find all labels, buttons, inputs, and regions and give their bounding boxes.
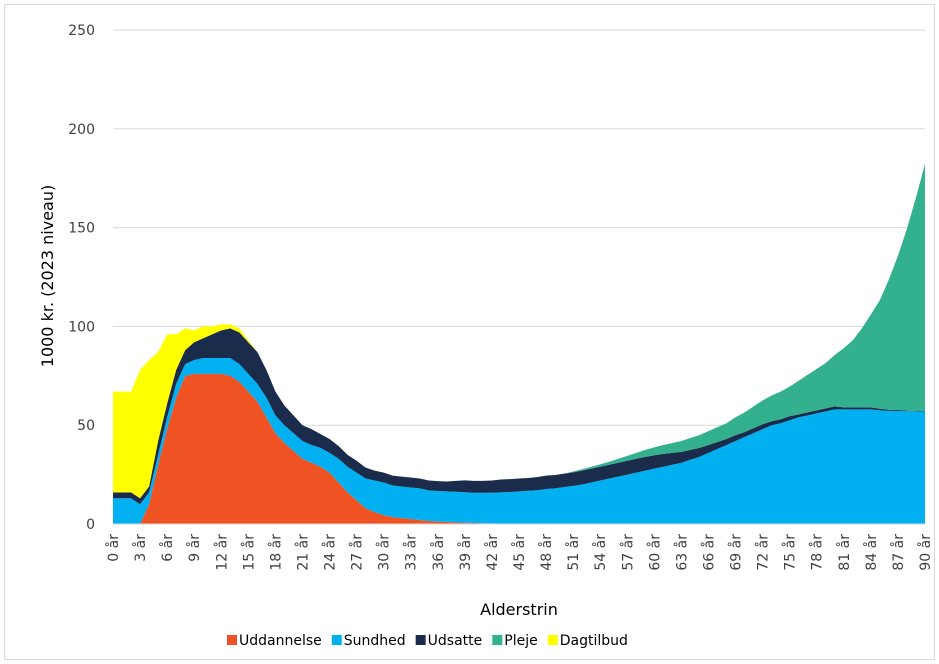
legend-swatch bbox=[547, 635, 558, 645]
legend-label: Uddannelse bbox=[239, 633, 322, 649]
x-tick-label: 18 år bbox=[267, 534, 284, 571]
legend-item-sundhed: Sundhed bbox=[331, 633, 406, 649]
x-tick-label: 0 år bbox=[105, 534, 122, 562]
legend-swatch bbox=[415, 635, 426, 645]
legend-item-dagtilbud: Dagtilbud bbox=[547, 633, 628, 649]
x-tick-label: 87 år bbox=[890, 534, 907, 571]
x-tick-label: 60 år bbox=[646, 534, 663, 571]
x-tick-label: 45 år bbox=[511, 534, 528, 571]
x-tick-label: 81 år bbox=[836, 534, 853, 571]
y-tick-label: 150 bbox=[68, 221, 95, 237]
x-tick-label: 90 år bbox=[917, 534, 934, 571]
x-tick-label: 6 år bbox=[159, 534, 176, 562]
x-tick-label: 48 år bbox=[538, 534, 555, 571]
x-tick-label: 39 år bbox=[457, 534, 474, 571]
x-axis-title: Alderstrin bbox=[480, 600, 558, 619]
legend-label: Sundhed bbox=[344, 633, 406, 649]
legend-item-pleje: Pleje bbox=[492, 633, 538, 649]
x-tick-label: 9 år bbox=[186, 534, 203, 562]
x-tick-label: 21 år bbox=[294, 534, 311, 571]
series-areas bbox=[113, 163, 925, 524]
y-tick-label: 250 bbox=[68, 23, 95, 39]
x-tick-label: 78 år bbox=[809, 534, 826, 571]
legend-label: Dagtilbud bbox=[560, 633, 628, 649]
x-tick-label: 30 år bbox=[376, 534, 393, 571]
x-tick-label: 36 år bbox=[430, 534, 447, 571]
x-tick-label: 57 år bbox=[619, 534, 636, 571]
legend-swatch bbox=[492, 635, 503, 645]
area-uddannelse bbox=[113, 373, 925, 524]
legend-swatch bbox=[331, 635, 342, 645]
legend-label: Udsatte bbox=[428, 633, 483, 649]
x-tick-label: 15 år bbox=[240, 534, 257, 571]
x-tick-label: 12 år bbox=[213, 534, 230, 571]
y-tick-label: 100 bbox=[68, 319, 95, 335]
x-tick-label: 54 år bbox=[592, 534, 609, 571]
x-tick-label: 63 år bbox=[673, 534, 690, 571]
y-axis-ticks: 0 50 100 150 200 250 bbox=[68, 23, 95, 533]
x-tick-label: 3 år bbox=[132, 534, 149, 562]
x-tick-label: 72 år bbox=[755, 534, 772, 571]
x-tick-label: 42 år bbox=[484, 534, 501, 571]
x-axis-ticks: 0 år 3 år 6 år 9 år 12 år 15 år 18 år 21 år 24 å… bbox=[105, 534, 934, 571]
legend-swatch bbox=[227, 635, 237, 645]
x-tick-label: 24 år bbox=[322, 534, 339, 571]
x-tick-label: 27 år bbox=[349, 534, 366, 571]
y-axis-title: 1000 kr. (2023 niveau) bbox=[38, 185, 57, 367]
x-tick-label: 75 år bbox=[782, 534, 799, 571]
y-tick-label: 200 bbox=[68, 122, 95, 138]
y-tick-label: 50 bbox=[77, 418, 95, 434]
y-tick-label: 0 bbox=[86, 517, 95, 533]
x-tick-label: 33 år bbox=[403, 534, 420, 571]
x-tick-label: 84 år bbox=[863, 534, 880, 571]
chart-frame bbox=[4, 4, 935, 660]
legend: Uddannelse Sundhed Udsatte Pleje Dagtilbud bbox=[227, 633, 628, 649]
legend-label: Pleje bbox=[504, 633, 537, 649]
legend-item-udsatte: Udsatte bbox=[415, 633, 483, 649]
x-tick-label: 66 år bbox=[700, 534, 717, 571]
x-tick-label: 69 år bbox=[728, 534, 745, 571]
area-sundhed bbox=[113, 358, 925, 524]
legend-item-uddannelse: Uddannelse bbox=[227, 633, 322, 649]
x-tick-label: 51 år bbox=[565, 534, 582, 571]
area-udsatte bbox=[113, 328, 925, 505]
